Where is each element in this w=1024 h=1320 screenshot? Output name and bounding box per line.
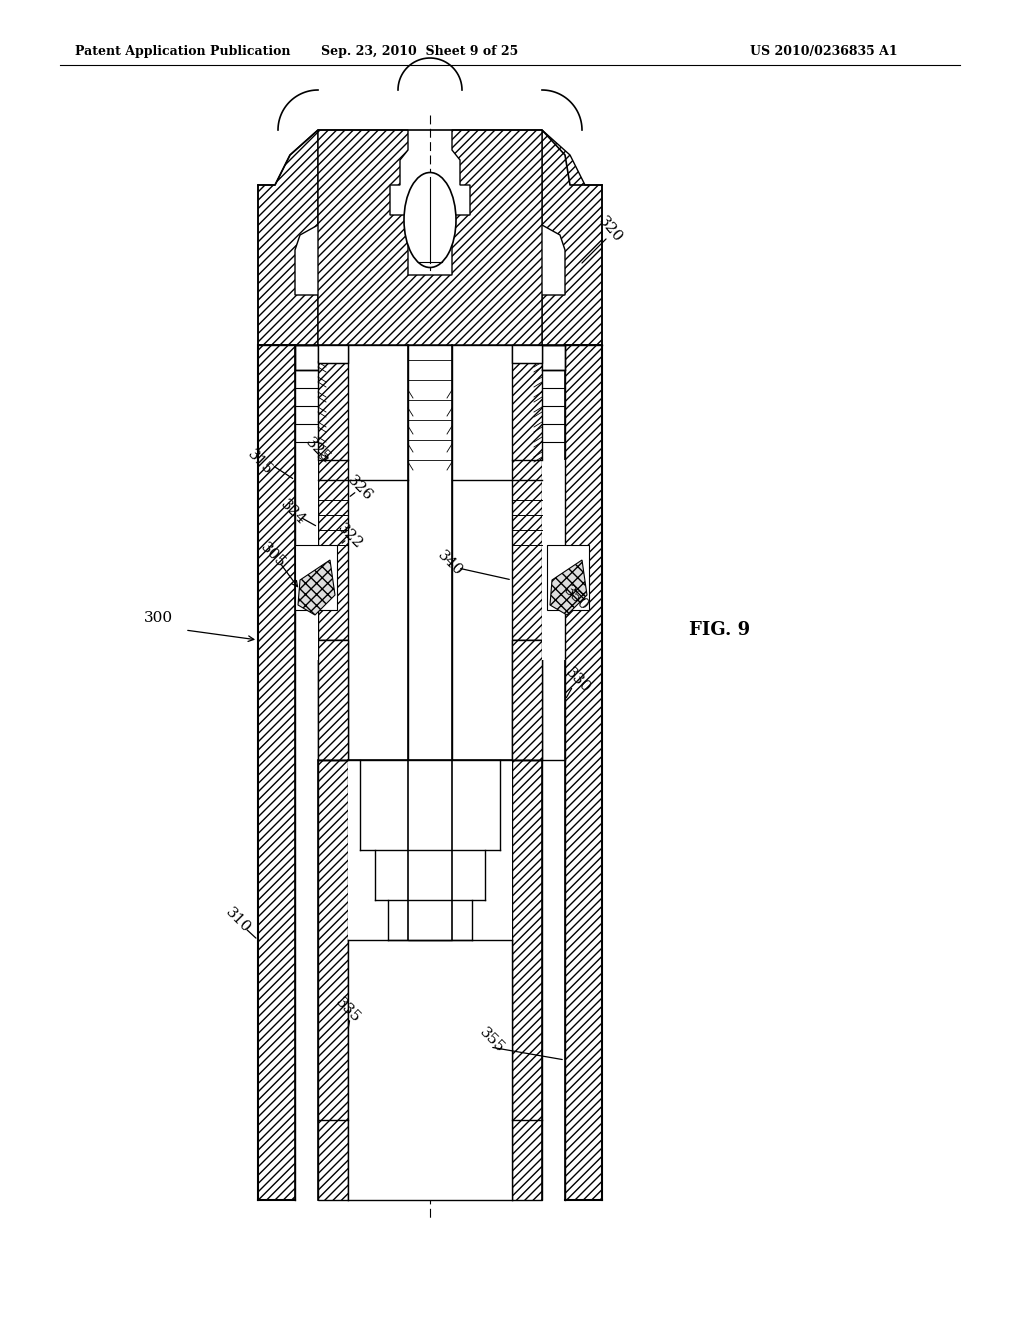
Bar [295, 345, 318, 1200]
Bar [318, 760, 348, 1200]
Bar [408, 345, 452, 940]
Text: 300: 300 [143, 611, 173, 624]
Bar [295, 345, 318, 370]
Ellipse shape [404, 173, 456, 268]
Polygon shape [542, 129, 602, 345]
Text: 305: 305 [258, 540, 288, 570]
Bar [318, 640, 348, 760]
Bar [375, 850, 485, 900]
Bar [512, 345, 542, 363]
Bar [512, 640, 542, 760]
Text: 330: 330 [563, 665, 593, 696]
Text: 340: 340 [435, 548, 465, 578]
Bar [547, 545, 589, 610]
Bar [565, 345, 602, 1200]
Polygon shape [258, 129, 318, 345]
Text: Patent Application Publication: Patent Application Publication [75, 45, 291, 58]
Text: 335: 335 [333, 995, 364, 1026]
Bar [542, 345, 565, 370]
Text: 324: 324 [278, 496, 308, 527]
Bar [512, 640, 542, 760]
Bar [258, 345, 295, 1200]
Bar [388, 900, 472, 940]
Polygon shape [298, 560, 335, 615]
Bar [318, 345, 348, 363]
Bar [542, 345, 565, 1200]
Bar [512, 345, 542, 640]
Bar [295, 545, 337, 610]
Bar [348, 760, 512, 1200]
Text: US 2010/0236835 A1: US 2010/0236835 A1 [750, 45, 898, 58]
Bar [295, 459, 318, 660]
Text: 355: 355 [477, 1024, 507, 1055]
Bar [318, 345, 348, 640]
Text: FIG. 9: FIG. 9 [689, 620, 751, 639]
Bar [318, 640, 348, 760]
Bar [512, 760, 542, 1200]
Bar [360, 760, 500, 850]
Polygon shape [318, 129, 542, 345]
Text: 320: 320 [595, 214, 625, 246]
Text: Sep. 23, 2010  Sheet 9 of 25: Sep. 23, 2010 Sheet 9 of 25 [322, 45, 518, 58]
Text: 310: 310 [223, 904, 253, 936]
Text: 350: 350 [561, 583, 591, 614]
Text: 315: 315 [245, 446, 275, 478]
Text: 326: 326 [345, 473, 375, 503]
Text: 325: 325 [303, 434, 333, 465]
Text: 322: 322 [335, 521, 366, 552]
Polygon shape [550, 560, 587, 615]
Bar [542, 459, 565, 660]
